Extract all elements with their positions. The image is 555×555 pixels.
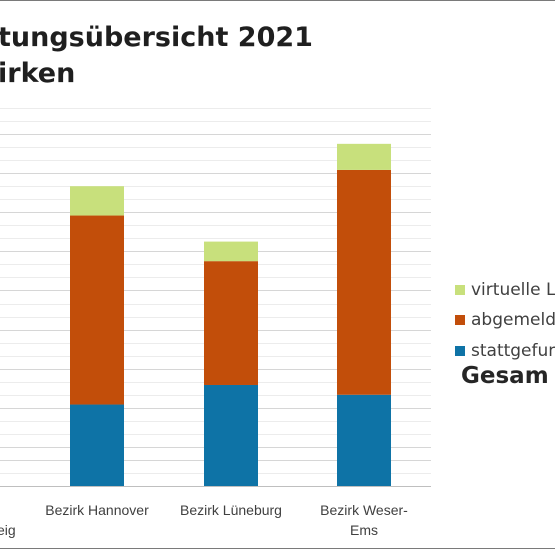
x-axis-labels: eig Bezirk Hannover Bezirk Lüneburg Bezirk … <box>0 502 408 538</box>
legend-label-virtuelle: virtuelle L <box>471 280 555 300</box>
legend-label-stattgefun: stattgefun <box>471 341 555 361</box>
bar-stattgefun-3 <box>337 394 391 486</box>
legend-item-abgemeld: abgemeld <box>455 309 555 331</box>
legend-item-stattgefun: stattgefun <box>455 340 555 362</box>
legend-swatch-virtuelle <box>455 285 465 295</box>
x-tick-label: Bezirk Hannover <box>45 502 149 518</box>
x-tick-label: Bezirk Lüneburg <box>180 502 282 518</box>
gesamt-label: Gesam <box>461 363 549 389</box>
bar-abgemeld-1 <box>70 215 124 405</box>
x-tick-label: Ems <box>350 522 378 538</box>
legend-label-abgemeld: abgemeld <box>471 310 555 330</box>
x-tick-label: Bezirk Weser- <box>320 502 408 518</box>
bar-virtuelle-l-1 <box>70 186 124 216</box>
chart-title-line-1: tungsübersicht 2021 <box>0 22 313 53</box>
chart-title-line-2: irken <box>0 58 76 89</box>
bar-stattgefun-2 <box>204 384 258 486</box>
legend-item-virtuelle: virtuelle L <box>455 279 555 301</box>
bar-abgemeld-2 <box>204 261 258 385</box>
legend-swatch-stattgefun <box>455 346 465 356</box>
bar-virtuelle-l-3 <box>337 143 391 170</box>
bar-stattgefun-1 <box>70 404 124 486</box>
bar-abgemeld-3 <box>337 169 391 395</box>
x-tick-label: eig <box>0 522 16 538</box>
legend-swatch-abgemeld <box>455 315 465 325</box>
bars <box>70 143 391 486</box>
bar-virtuelle-l-2 <box>204 241 258 262</box>
